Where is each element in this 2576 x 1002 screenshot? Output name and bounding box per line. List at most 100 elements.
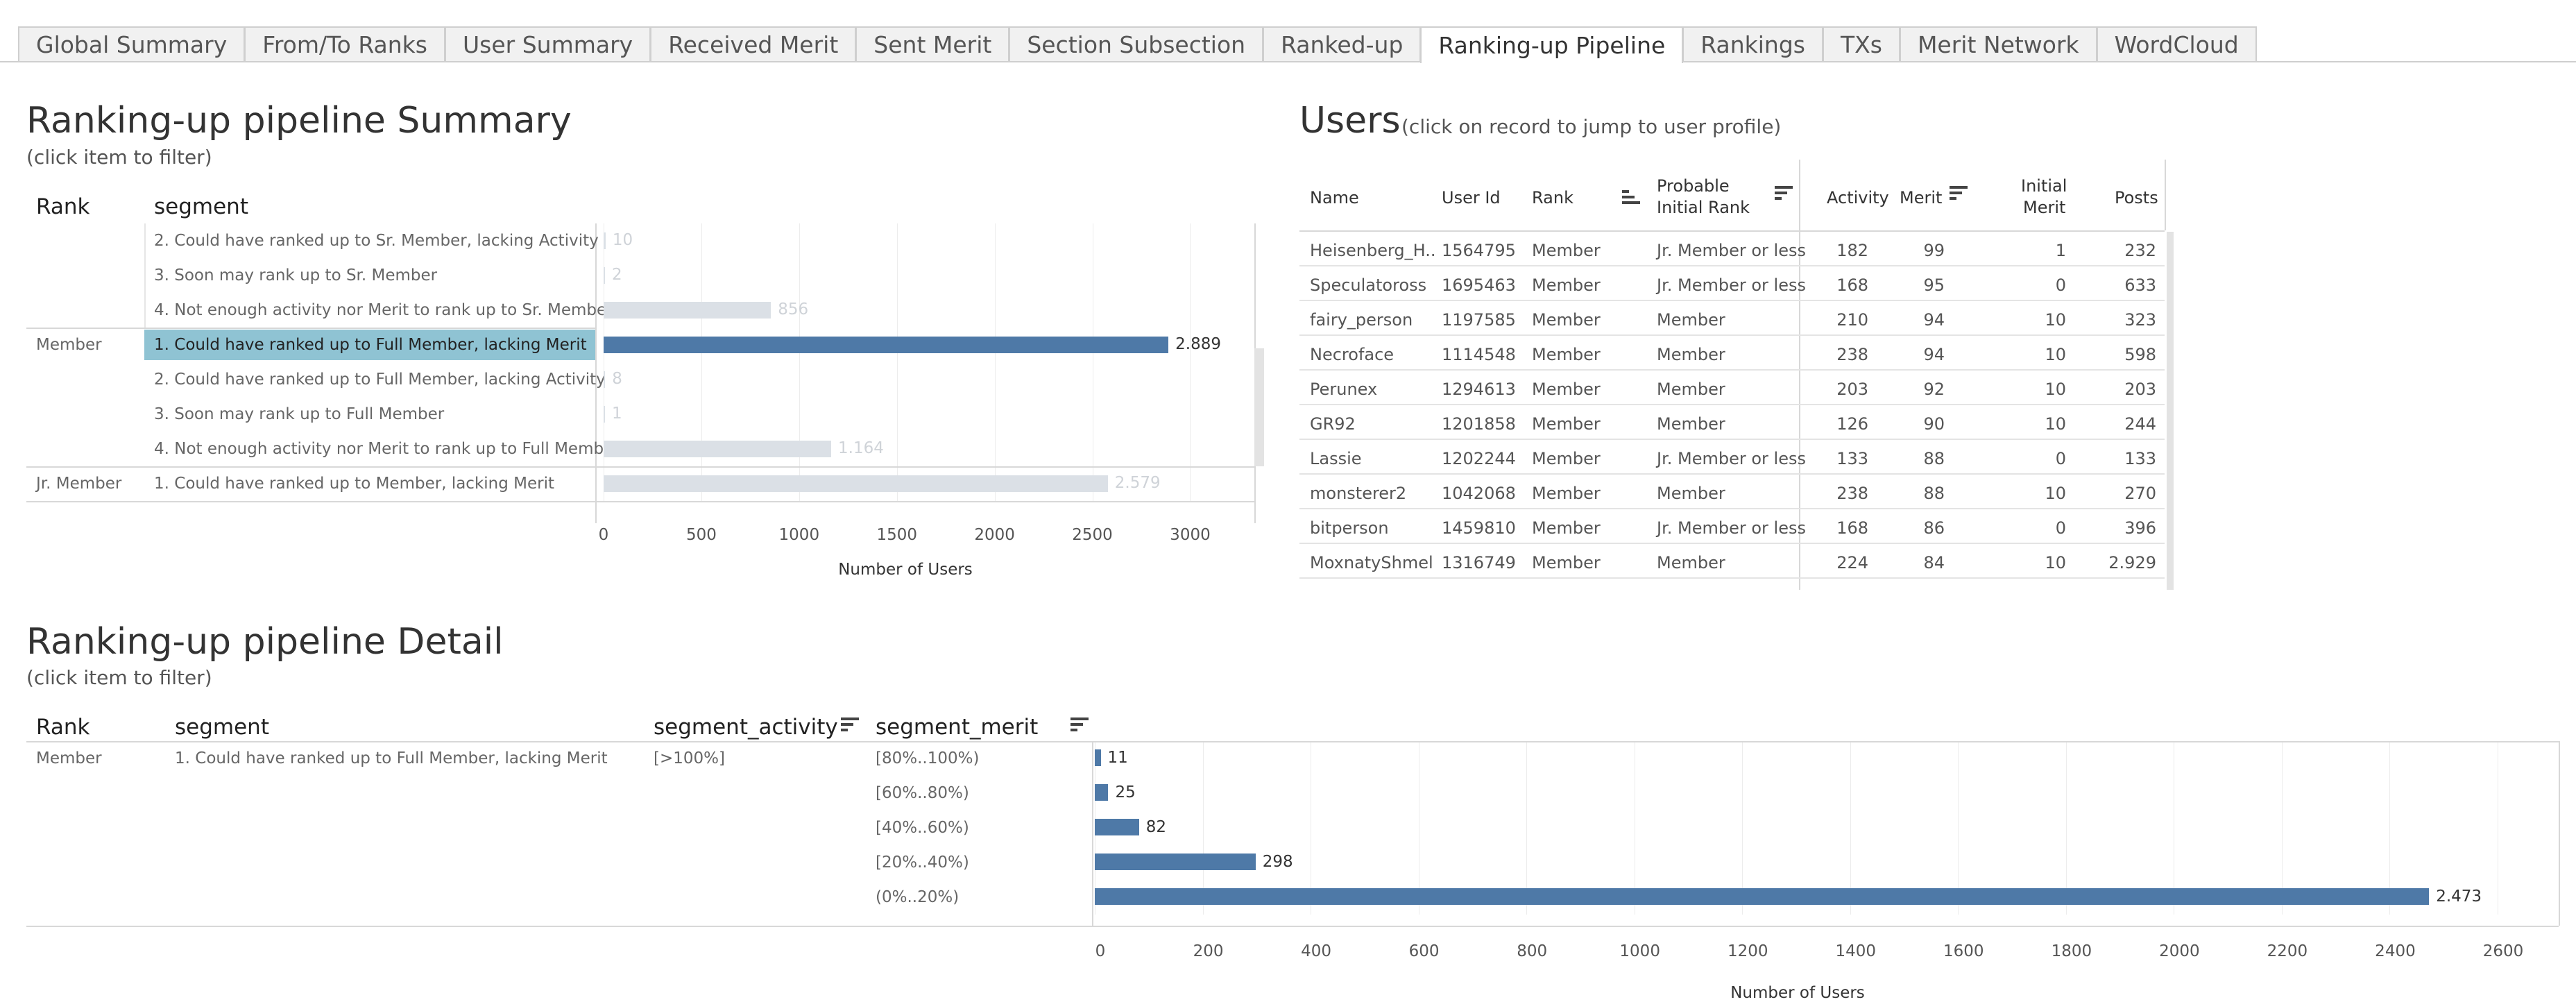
table-row[interactable]: Speculatoross 1695463 Member Jr. Member or …: [1299, 266, 2165, 301]
cell-activity: 133: [1836, 449, 1868, 468]
table-row[interactable]: Lassie 1202244 Member Jr. Member or less 133…: [1299, 440, 2165, 475]
detail-merit-label[interactable]: (0%..20%): [876, 888, 959, 906]
detail-x-tick: 2000: [2159, 942, 2200, 960]
tab-sent-merit[interactable]: Sent Merit: [855, 26, 1010, 61]
table-row[interactable]: monsterer2 1042068 Member Member 238 88 10 270: [1299, 475, 2165, 509]
summary-rank-label[interactable]: Jr. Member: [36, 475, 122, 493]
tab-ranking-up-pipeline[interactable]: Ranking-up Pipeline: [1420, 26, 1684, 63]
cell-user-id: 1564795: [1442, 241, 1516, 260]
summary-bar-value: 10: [612, 231, 633, 249]
summary-bar[interactable]: [604, 302, 771, 319]
users-scrollbar[interactable]: [2167, 232, 2174, 590]
row-divider: [1299, 300, 2165, 301]
detail-bar[interactable]: [1095, 888, 2430, 905]
cell-name[interactable]: Heisenberg_H..: [1310, 241, 1436, 260]
detail-activity-value[interactable]: [>100%]: [654, 749, 725, 767]
cell-name[interactable]: monsterer2: [1310, 484, 1407, 503]
summary-gridline: [1190, 223, 1191, 501]
col-rank-header[interactable]: Rank: [1532, 188, 1573, 207]
cell-name[interactable]: Lassie: [1310, 449, 1362, 468]
table-row[interactable]: Heisenberg_H.. 1564795 Member Jr. Member or…: [1299, 232, 2165, 266]
summary-x-tick: 2000: [974, 526, 1015, 544]
summary-rank-label[interactable]: Member: [36, 336, 102, 354]
cell-name[interactable]: GR92: [1310, 414, 1356, 434]
table-row[interactable]: Perunex 1294613 Member Member 203 92 10 203: [1299, 371, 2165, 405]
summary-segment-label[interactable]: 4. Not enough activity nor Merit to rank…: [154, 301, 613, 319]
summary-bar[interactable]: [604, 406, 605, 423]
summary-axis-line: [595, 223, 597, 523]
detail-bar[interactable]: [1095, 854, 1256, 870]
detail-bar[interactable]: [1095, 784, 1109, 801]
detail-merit-label[interactable]: [20%..40%): [876, 854, 969, 872]
summary-segment-label[interactable]: 2. Could have ranked up to Sr. Member, l…: [154, 232, 599, 250]
detail-merit-label[interactable]: [80%..100%): [876, 749, 980, 767]
detail-segment-value[interactable]: 1. Could have ranked up to Full Member, …: [175, 749, 608, 767]
users-table[interactable]: Name User Id Rank Probable Initial Rank …: [1299, 160, 2174, 590]
summary-segment-label[interactable]: 1. Could have ranked up to Member, lacki…: [154, 475, 554, 493]
users-table-divider: [1799, 160, 1800, 590]
col-name-header[interactable]: Name: [1310, 188, 1359, 207]
tab-txs[interactable]: TXs: [1822, 26, 1900, 61]
summary-segment-label[interactable]: 3. Soon may rank up to Full Member: [154, 405, 445, 423]
col-probable-header[interactable]: Probable: [1657, 176, 1730, 196]
cell-posts: 2.929: [2108, 553, 2156, 572]
summary-segment-label[interactable]: 2. Could have ranked up to Full Member, …: [154, 371, 606, 389]
summary-scrollbar[interactable]: [1254, 348, 1264, 466]
cell-merit: 94: [1923, 310, 1945, 330]
summary-segment-label[interactable]: 1. Could have ranked up to Full Member, …: [154, 336, 587, 354]
detail-merit-label[interactable]: [40%..60%): [876, 819, 969, 837]
tab-rankings[interactable]: Rankings: [1682, 26, 1823, 61]
selected-segment-highlight: [144, 330, 595, 360]
tab-wordcloud[interactable]: WordCloud: [2096, 26, 2257, 61]
sort-rank-icon[interactable]: [1622, 190, 1640, 205]
tab-merit-network[interactable]: Merit Network: [1899, 26, 2097, 61]
tab-user-summary[interactable]: User Summary: [445, 26, 651, 61]
sort-probable-rank-icon[interactable]: [1775, 186, 1793, 201]
summary-bar[interactable]: [604, 267, 605, 284]
cell-user-id: 1459810: [1442, 518, 1516, 538]
col-user-id-header[interactable]: User Id: [1442, 188, 1501, 207]
table-row[interactable]: fairy_person 1197585 Member Member 210 94 10 32…: [1299, 301, 2165, 336]
cell-activity: 168: [1836, 518, 1868, 538]
tab-from-to-ranks[interactable]: From/To Ranks: [244, 26, 445, 61]
table-row[interactable]: GR92 1201858 Member Member 126 90 10 244: [1299, 405, 2165, 440]
cell-name[interactable]: fairy_person: [1310, 310, 1413, 330]
tab-ranked-up[interactable]: Ranked-up: [1263, 26, 1422, 61]
sort-activity-icon[interactable]: [841, 717, 859, 733]
col-posts-header[interactable]: Posts: [2115, 188, 2158, 207]
table-row[interactable]: MoxnatyShmel 1316749 Member Member 224 84 10 2.…: [1299, 544, 2165, 579]
cell-rank: Member: [1532, 414, 1601, 434]
summary-segment-label[interactable]: 3. Soon may rank up to Sr. Member: [154, 266, 438, 285]
summary-gridline: [799, 223, 800, 501]
summary-bar[interactable]: [604, 371, 606, 388]
tab-received-merit[interactable]: Received Merit: [650, 26, 857, 61]
summary-bar[interactable]: [604, 441, 832, 457]
col-activity-header[interactable]: Activity: [1827, 188, 1889, 207]
summary-segment-label[interactable]: 4. Not enough activity nor Merit to rank…: [154, 440, 620, 458]
table-row[interactable]: Necroface 1114548 Member Member 238 94 10 598: [1299, 336, 2165, 371]
tab-global-summary[interactable]: Global Summary: [18, 26, 246, 61]
col-merit-header[interactable]: Merit: [1900, 188, 1943, 207]
cell-probable-rank: Jr. Member or less: [1657, 518, 1806, 538]
tab-section-subsection[interactable]: Section Subsection: [1009, 26, 1264, 61]
cell-name[interactable]: bitperson: [1310, 518, 1389, 538]
cell-user-id: 1114548: [1442, 345, 1516, 364]
detail-rank-value[interactable]: Member: [36, 749, 102, 767]
cell-probable-rank: Member: [1657, 553, 1725, 572]
table-row[interactable]: bitperson 1459810 Member Jr. Member or less…: [1299, 509, 2165, 544]
cell-name[interactable]: Perunex: [1310, 380, 1378, 399]
sort-merit-icon[interactable]: [1950, 186, 1968, 201]
cell-posts: 133: [2124, 449, 2156, 468]
sort-merit-segment-icon[interactable]: [1071, 717, 1089, 733]
detail-bar[interactable]: [1095, 819, 1139, 835]
summary-bar[interactable]: [604, 232, 606, 249]
detail-bar[interactable]: [1095, 749, 1101, 766]
cell-name[interactable]: MoxnatyShmel: [1310, 553, 1433, 572]
cell-name[interactable]: Speculatoross: [1310, 275, 1427, 295]
summary-segment-header: segment: [154, 194, 248, 219]
detail-merit-label[interactable]: [60%..80%): [876, 784, 969, 802]
cell-name[interactable]: Necroface: [1310, 345, 1394, 364]
summary-bar[interactable]: [604, 475, 1108, 492]
col-initial-merit-header[interactable]: Initial: [2021, 176, 2067, 196]
summary-bar[interactable]: [604, 337, 1169, 353]
